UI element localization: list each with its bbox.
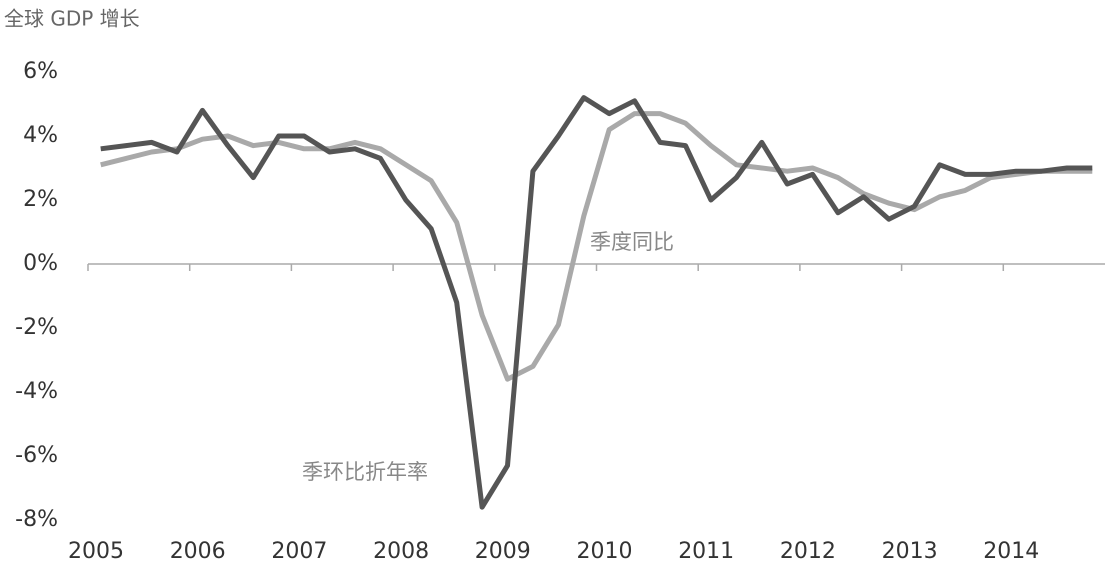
x-tick-label: 2013 (882, 539, 938, 564)
y-tick-label: -2% (15, 315, 58, 340)
x-tick-label: 2014 (983, 539, 1039, 564)
y-tick-label: 2% (23, 187, 58, 212)
series-line (100, 111, 1093, 382)
x-tick-label: 2008 (373, 539, 429, 564)
series-annotation: 季环比折年率 (302, 460, 428, 484)
y-tick-label: 6% (23, 59, 58, 84)
x-tick-label: 2010 (577, 539, 633, 564)
series-line (100, 95, 1093, 510)
chart-title: 全球 GDP 增长 (4, 7, 140, 31)
x-tick-label: 2006 (170, 539, 226, 564)
y-tick-label: -8% (15, 507, 58, 532)
y-tick-label: -6% (15, 443, 58, 468)
series-annotation: 季度同比 (590, 230, 674, 254)
x-tick-label: 2005 (68, 539, 124, 564)
y-tick-label: 0% (23, 251, 58, 276)
x-tick-label: 2011 (678, 539, 734, 564)
x-tick-label: 2012 (780, 539, 836, 564)
y-tick-label: 4% (23, 123, 58, 148)
x-tick-label: 2009 (475, 539, 531, 564)
x-tick-label: 2007 (271, 539, 327, 564)
y-tick-label: -4% (15, 379, 58, 404)
